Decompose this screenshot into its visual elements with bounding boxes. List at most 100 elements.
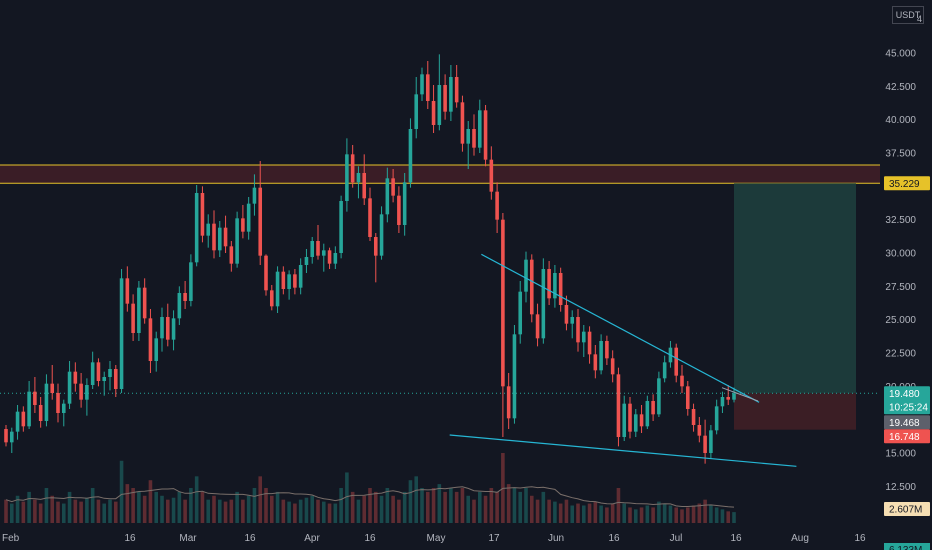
candle-body[interactable] [246, 203, 251, 232]
candle-body[interactable] [235, 218, 239, 264]
candle-body[interactable] [709, 430, 713, 453]
candle-body[interactable] [391, 178, 395, 196]
candle-body[interactable] [223, 227, 228, 247]
candle-body[interactable] [165, 317, 170, 340]
candle-body[interactable] [472, 129, 476, 148]
candle-body[interactable] [657, 378, 661, 415]
candle-body[interactable] [524, 259, 528, 292]
candle-body[interactable] [79, 383, 83, 400]
candle-body[interactable] [651, 401, 655, 415]
candle-body[interactable] [431, 101, 436, 125]
candle-body[interactable] [680, 375, 684, 387]
candle-body[interactable] [397, 195, 401, 225]
currency-selector[interactable]: USDT [892, 6, 924, 24]
candle-body[interactable] [610, 358, 615, 375]
candle-body[interactable] [252, 187, 257, 204]
candle-body[interactable] [576, 317, 580, 343]
candle-body[interactable] [183, 293, 187, 301]
candle-body[interactable] [425, 74, 430, 101]
candle-body[interactable] [148, 318, 153, 361]
candle-body[interactable] [264, 255, 268, 291]
candle-body[interactable] [593, 354, 598, 371]
candle-body[interactable] [269, 290, 274, 307]
candle-body[interactable] [160, 317, 164, 339]
candle-body[interactable] [674, 347, 679, 376]
candle-body[interactable] [293, 274, 297, 288]
candle-body[interactable] [622, 403, 627, 437]
candle-body[interactable] [61, 403, 66, 413]
candle-body[interactable] [90, 362, 95, 385]
candle-body[interactable] [27, 391, 31, 427]
candle-body[interactable] [108, 369, 112, 377]
candle-body[interactable] [408, 129, 413, 183]
candle-body[interactable] [732, 393, 736, 400]
candle-body[interactable] [645, 401, 650, 427]
candle-body[interactable] [298, 265, 303, 288]
candle-body[interactable] [281, 271, 286, 289]
candle-body[interactable] [379, 214, 384, 256]
candle-body[interactable] [541, 269, 546, 339]
candle-body[interactable] [142, 287, 147, 319]
candle-body[interactable] [189, 262, 193, 301]
candle-body[interactable] [506, 386, 511, 419]
candle-body[interactable] [501, 219, 505, 387]
candle-body[interactable] [258, 187, 263, 256]
candle-body[interactable] [33, 391, 37, 405]
candle-body[interactable] [662, 362, 667, 379]
candle-body[interactable] [15, 411, 20, 432]
candle-body[interactable] [345, 154, 349, 201]
candle-body[interactable] [553, 273, 557, 299]
candle-body[interactable] [703, 435, 707, 453]
candle-body[interactable] [171, 318, 176, 340]
candle-body[interactable] [714, 406, 719, 431]
candle-body[interactable] [310, 241, 315, 257]
candle-body[interactable] [477, 110, 482, 148]
candle-body[interactable] [385, 178, 390, 215]
candle-body[interactable] [4, 429, 8, 443]
candle-body[interactable] [304, 257, 309, 265]
candle-body[interactable] [535, 314, 540, 339]
candle-body[interactable] [339, 201, 343, 253]
candle-body[interactable] [402, 182, 407, 225]
candle-body[interactable] [512, 334, 517, 419]
candle-body[interactable] [443, 85, 447, 112]
candle-body[interactable] [726, 397, 731, 400]
candle-body[interactable] [460, 102, 465, 144]
candle-body[interactable] [316, 241, 320, 256]
candle-body[interactable] [605, 341, 609, 359]
candle-body[interactable] [529, 259, 534, 315]
candle-body[interactable] [437, 85, 442, 125]
candle-body[interactable] [96, 362, 101, 381]
candle-body[interactable] [241, 218, 245, 232]
time-axis[interactable]: Feb 16 Mar 16 Apr 16 May 17 Jun 16 Jul 16 Aug 16 [2, 533, 866, 544]
candle-body[interactable] [420, 74, 424, 95]
candle-body[interactable] [697, 425, 702, 436]
candle-body[interactable] [275, 271, 280, 307]
candle-body[interactable] [466, 129, 471, 144]
candle-body[interactable] [21, 411, 26, 427]
candle-body[interactable] [587, 331, 592, 355]
candle-body[interactable] [564, 305, 569, 324]
candle-body[interactable] [154, 338, 159, 361]
candle-body[interactable] [177, 293, 182, 319]
candle-body[interactable] [547, 269, 551, 299]
candle-body[interactable] [449, 77, 453, 112]
candle-body[interactable] [125, 278, 130, 304]
candle-body[interactable] [327, 250, 332, 264]
candle-body[interactable] [9, 431, 14, 443]
candle-body[interactable] [356, 173, 361, 183]
candle-body[interactable] [691, 409, 696, 425]
candle-body[interactable] [38, 405, 43, 421]
candle-body[interactable] [373, 237, 378, 256]
candle-body[interactable] [67, 371, 72, 404]
candle-body[interactable] [616, 374, 621, 437]
candle-body[interactable] [350, 154, 355, 183]
candle-body[interactable] [206, 223, 211, 236]
candle-body[interactable] [518, 291, 523, 335]
candle-body[interactable] [229, 246, 234, 264]
candle-body[interactable] [50, 383, 55, 393]
candle-body[interactable] [489, 159, 494, 192]
candle-body[interactable] [119, 278, 124, 389]
candle-body[interactable] [368, 198, 372, 237]
